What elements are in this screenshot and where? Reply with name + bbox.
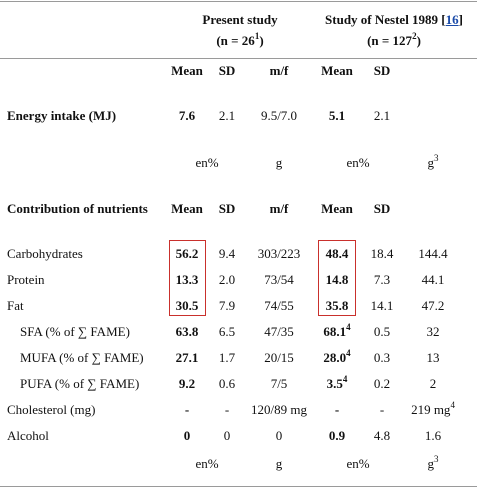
bottom-rule (0, 486, 477, 487)
row-present-mf: 47/35 (264, 324, 294, 339)
row-nestel-g: 144.4 (418, 246, 448, 261)
row-present-mf: 120/89 mg (251, 402, 307, 417)
unit-g-present: g (275, 155, 283, 170)
col-mf-2: m/f (269, 201, 289, 216)
row-nestel-sd: 0.3 (373, 350, 391, 365)
col-mean-nestel-2: Mean (321, 201, 353, 216)
col-sd-2: SD (218, 201, 236, 216)
energy-n-sd: 2.1 (373, 108, 391, 123)
col-sd: SD (218, 63, 236, 78)
header-rule (0, 58, 477, 59)
unit-en-present-2: en% (195, 456, 219, 471)
col-mean-2: Mean (171, 201, 203, 216)
row-nestel-mean: 68.14 (323, 321, 351, 339)
energy-n-mean: 5.1 (328, 108, 346, 123)
present-study-title: Present study (202, 12, 278, 27)
nestel-study-n: (n = 1272) (367, 30, 421, 48)
row-present-sd: 6.5 (218, 324, 236, 339)
present-study-n: (n = 261) (216, 30, 264, 48)
row-nestel-sd: 4.8 (373, 428, 391, 443)
unit-g-nestel-2: g3 (427, 453, 439, 471)
row-nestel-mean: - (334, 402, 340, 417)
row-present-mf: 20/15 (264, 350, 294, 365)
row-present-sd: 0.6 (218, 376, 236, 391)
row-present-mean: - (184, 402, 190, 417)
row-nestel-sd: 0.5 (373, 324, 391, 339)
col-sd-nestel: SD (373, 63, 391, 78)
row-present-mf: 74/55 (264, 298, 294, 313)
row-nestel-sd: 14.1 (370, 298, 394, 313)
energy-p-mf: 9.5/7.0 (260, 108, 298, 123)
row-nestel-sd: 18.4 (370, 246, 394, 261)
row-nestel-g: 13 (426, 350, 440, 365)
contribution-label: Contribution of nutrients (7, 201, 148, 216)
row-nestel-sd: - (379, 402, 385, 417)
row-nestel-mean: 35.8 (325, 298, 349, 313)
row-label: PUFA (% of ∑ FAME) (20, 376, 140, 391)
col-mf: m/f (269, 63, 289, 78)
row-present-mean: 56.2 (175, 246, 199, 261)
row-present-sd: 0 (223, 428, 231, 443)
row-label: Fat (7, 298, 24, 313)
row-present-mf: 303/223 (257, 246, 301, 261)
row-present-mean: 9.2 (178, 376, 196, 391)
row-present-sd: 2.0 (218, 272, 236, 287)
row-nestel-mean: 0.9 (328, 428, 346, 443)
row-present-mean: 27.1 (175, 350, 199, 365)
unit-en-present: en% (195, 155, 219, 170)
row-nestel-mean: 28.04 (323, 347, 351, 365)
reference-link[interactable]: 16 (445, 12, 459, 27)
row-nestel-mean: 48.4 (325, 246, 349, 261)
row-label: Alcohol (7, 428, 49, 443)
row-label: SFA (% of ∑ FAME) (20, 324, 130, 339)
row-label: Carbohydrates (7, 246, 83, 261)
row-present-mean: 13.3 (175, 272, 199, 287)
row-nestel-g: 2 (429, 376, 437, 391)
row-nestel-sd: 7.3 (373, 272, 391, 287)
unit-en-nestel-2: en% (346, 456, 370, 471)
unit-en-nestel: en% (346, 155, 370, 170)
unit-g-present-2: g (275, 456, 283, 471)
row-nestel-g: 1.6 (424, 428, 442, 443)
nestel-study-title: Study of Nestel 1989 [16] (325, 12, 463, 27)
row-nestel-g: 47.2 (421, 298, 445, 313)
row-present-sd: 1.7 (218, 350, 236, 365)
col-mean-nestel: Mean (321, 63, 353, 78)
col-sd-nestel-2: SD (373, 201, 391, 216)
row-nestel-sd: 0.2 (373, 376, 391, 391)
unit-g-nestel: g3 (427, 152, 439, 170)
row-present-mean: 0 (183, 428, 191, 443)
row-nestel-g: 44.1 (421, 272, 445, 287)
row-nestel-mean: 14.8 (325, 272, 349, 287)
row-label: Cholesterol (mg) (7, 402, 96, 417)
row-present-mf: 7/5 (270, 376, 288, 391)
row-nestel-mean: 3.54 (326, 373, 348, 391)
row-present-sd: 9.4 (218, 246, 236, 261)
energy-p-sd: 2.1 (218, 108, 236, 123)
row-nestel-g: 219 mg4 (411, 399, 455, 417)
row-present-mf: 0 (275, 428, 283, 443)
col-mean: Mean (171, 63, 203, 78)
row-present-sd: - (224, 402, 230, 417)
highlight-box-present (169, 240, 206, 316)
row-present-mean: 30.5 (175, 298, 199, 313)
energy-label: Energy intake (MJ) (7, 108, 117, 123)
row-label: MUFA (% of ∑ FAME) (20, 350, 144, 365)
energy-p-mean: 7.6 (178, 108, 196, 123)
highlight-box-nestel (318, 240, 356, 316)
row-present-sd: 7.9 (218, 298, 236, 313)
row-nestel-g: 32 (426, 324, 440, 339)
top-rule (0, 1, 477, 2)
row-present-mf: 73/54 (264, 272, 294, 287)
row-label: Protein (7, 272, 45, 287)
row-present-mean: 63.8 (175, 324, 199, 339)
